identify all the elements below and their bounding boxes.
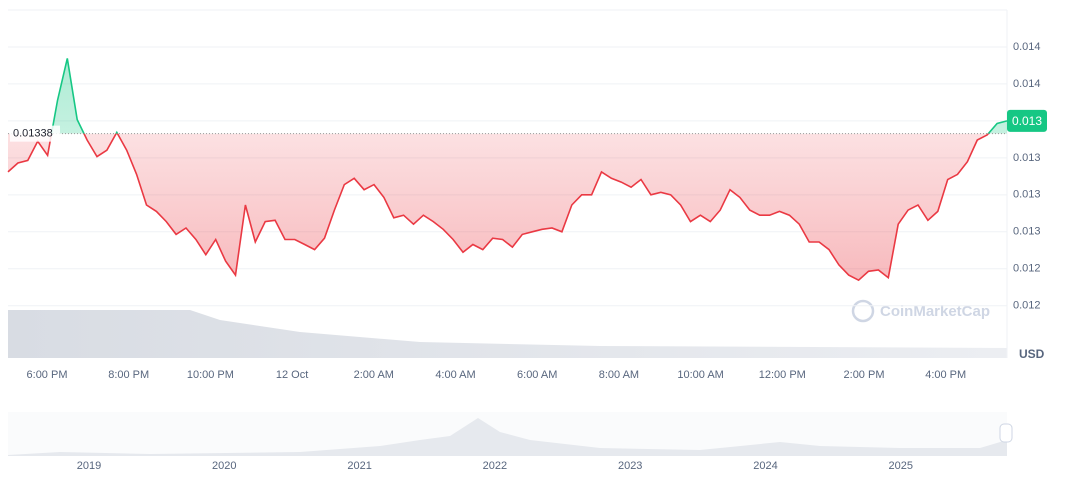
y-tick-label: 0.014	[1013, 78, 1041, 90]
last-value-badge	[1007, 109, 1047, 132]
navigator-label: 2020	[212, 460, 236, 472]
navigator-label: 2022	[483, 460, 507, 472]
volume-area	[8, 310, 1007, 358]
x-tick-label: 8:00 AM	[599, 369, 639, 381]
x-tick-label: 6:00 AM	[517, 369, 557, 381]
currency-label: USD	[1019, 347, 1045, 361]
navigator-handle[interactable]	[999, 423, 1013, 443]
baseline-label-bg	[10, 125, 60, 142]
watermark: CoinMarketCap	[880, 303, 990, 320]
price-line-down	[7, 133, 990, 282]
last-value-label: 0.013	[1012, 114, 1042, 128]
y-tick-label: 0.014	[1013, 41, 1041, 53]
x-tick-label: 2:00 AM	[354, 369, 394, 381]
watermark-icon	[851, 299, 875, 323]
y-tick-label: 0.012	[1013, 300, 1041, 312]
baseline-label: 0.01338	[13, 128, 53, 140]
navigator-label: 2019	[77, 460, 101, 472]
y-tick-label: 0.012	[1013, 263, 1041, 275]
navigator-label: 2023	[618, 460, 642, 472]
x-tick-label: 10:00 PM	[187, 369, 234, 381]
x-tick-label: 4:00 PM	[925, 369, 966, 381]
navigator-label: 2025	[889, 460, 913, 472]
x-tick-label: 12 Oct	[276, 369, 308, 381]
x-tick-label: 2:00 PM	[844, 369, 885, 381]
y-tick-label: 0.013	[1013, 189, 1041, 201]
x-tick-label: 10:00 AM	[677, 369, 723, 381]
y-tick-label: 0.013	[1013, 152, 1041, 164]
navigator-area	[8, 418, 1007, 456]
y-tick-label: 0.013	[1013, 226, 1041, 238]
x-tick-label: 6:00 PM	[27, 369, 68, 381]
area-down	[8, 133, 989, 281]
x-tick-label: 4:00 AM	[435, 369, 475, 381]
navigator-label: 2024	[753, 460, 777, 472]
x-tick-label: 8:00 PM	[108, 369, 149, 381]
x-tick-label: 12:00 PM	[759, 369, 806, 381]
navigator-label: 2021	[347, 460, 371, 472]
